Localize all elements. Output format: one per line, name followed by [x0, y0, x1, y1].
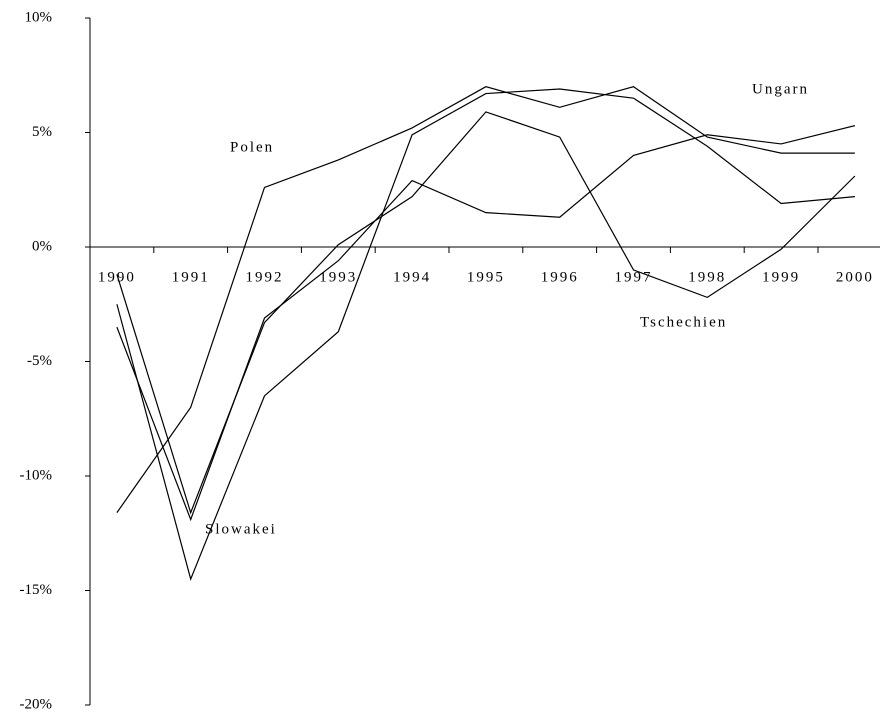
- series-label: Ungarn: [752, 81, 809, 97]
- y-tick-label: 5%: [32, 124, 52, 140]
- x-tick-label lbl: 1997: [615, 269, 653, 285]
- series-label: Slowakei: [205, 521, 277, 537]
- series-label: Tschechien: [640, 314, 727, 330]
- y-tick-label: -10%: [20, 467, 53, 483]
- series-line: [116, 86, 855, 513]
- series-line: [116, 88, 855, 581]
- x-tick-label lbl: 1994: [393, 269, 431, 285]
- x-tick-label lbl: 1999: [762, 269, 800, 285]
- x-tick-label lbl: 1995: [467, 269, 505, 285]
- x-tick-label lbl: 1998: [688, 269, 726, 285]
- x-tick-label lbl: 1996: [541, 269, 579, 285]
- x-tick-label lbl: 1991: [172, 269, 210, 285]
- x-tick-label lbl: 1992: [246, 269, 284, 285]
- y-tick-label: 10%: [25, 9, 53, 25]
- series-label: Polen: [230, 139, 274, 155]
- x-tick-label lbl: 2000: [836, 269, 874, 285]
- y-tick-label: 0%: [32, 238, 52, 254]
- y-tick-label: -15%: [20, 582, 53, 598]
- y-tick-label: -20%: [20, 696, 53, 712]
- x-tick-label lbl: 1990: [98, 269, 136, 285]
- series-line: [116, 125, 856, 522]
- series-line: [116, 111, 856, 515]
- y-tick-label: -5%: [27, 353, 52, 369]
- x-tick-label lbl: 1993: [319, 269, 357, 285]
